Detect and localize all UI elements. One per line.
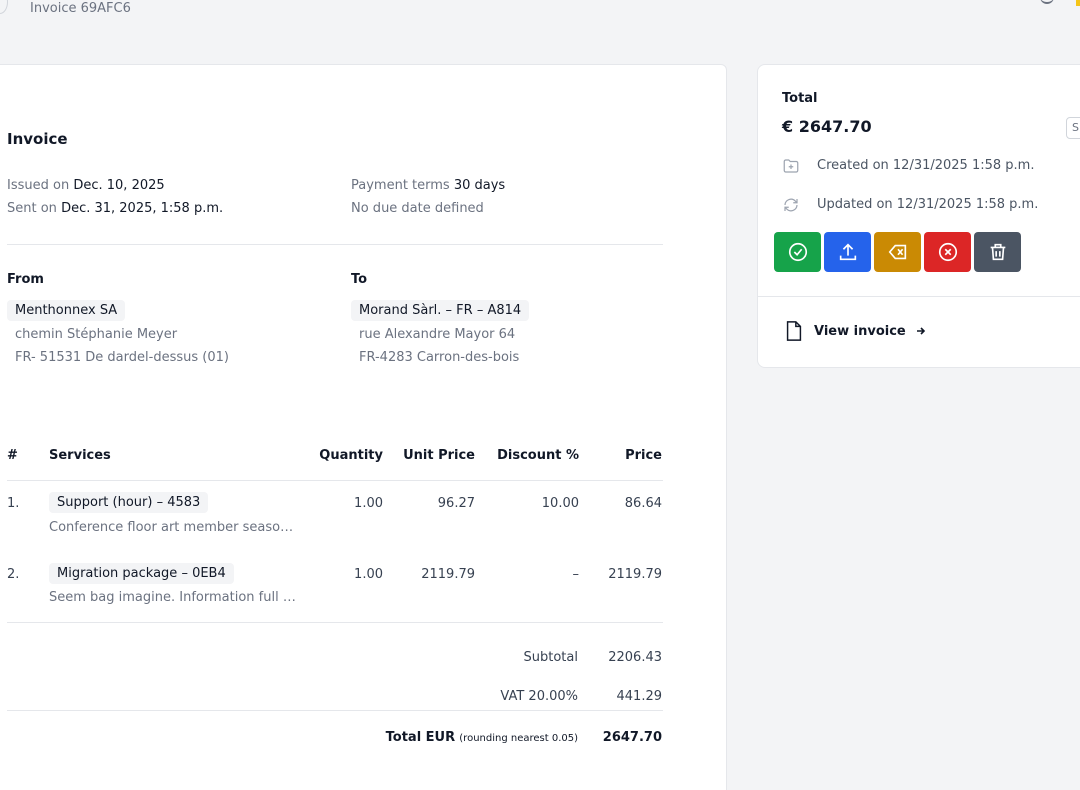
clear-button[interactable]	[874, 232, 921, 272]
folder-plus-icon	[782, 157, 800, 179]
summary-total-label: Total	[782, 91, 818, 106]
total-eur-value: 2647.70	[602, 730, 662, 745]
row-number: 2.	[7, 567, 20, 582]
summary-card	[757, 64, 1080, 368]
to-label: To	[351, 272, 368, 287]
row-number: 1.	[7, 496, 20, 511]
col-header-number: #	[7, 448, 18, 463]
upload-icon	[839, 243, 856, 261]
validate-button[interactable]	[774, 232, 821, 272]
unit-price-value: 2119.79	[421, 567, 475, 582]
trash-icon	[990, 243, 1005, 261]
issued-date: Issued on Dec. 10, 2025	[7, 178, 165, 193]
send-button[interactable]	[824, 232, 871, 272]
created-text: Created on 12/31/2025 1:58 p.m.	[817, 158, 1035, 173]
rounding-note: (rounding nearest 0.05)	[459, 733, 578, 744]
breadcrumb: Invoice 69AFC6	[30, 1, 131, 16]
discount-value: 10.00	[541, 496, 579, 511]
summary-total-value: € 2647.70	[782, 117, 872, 136]
sent-date: Sent on Dec. 31, 2025, 1:58 p.m.	[7, 201, 223, 216]
service-description: Conference floor art member season c…	[49, 520, 299, 535]
service-name[interactable]: Migration package – 0EB4	[49, 563, 234, 584]
view-invoice-label: View invoice	[814, 323, 906, 339]
from-company[interactable]: Menthonnex SA	[7, 300, 126, 321]
user-menu-icon[interactable]	[1040, 0, 1054, 4]
service-name[interactable]: Support (hour) – 4583	[49, 492, 209, 513]
quantity-value: 1.00	[354, 567, 383, 582]
issued-label: Issued on	[7, 178, 70, 193]
divider	[7, 244, 663, 245]
invoice-card	[0, 64, 727, 790]
from-address-line1: chemin Stéphanie Meyer	[15, 327, 178, 342]
unit-price-value: 96.27	[437, 496, 475, 511]
back-arc-icon[interactable]	[0, 0, 8, 14]
view-invoice-link[interactable]: View invoice	[784, 320, 926, 342]
payment-terms-label: Payment terms	[351, 178, 450, 193]
price-value: 86.64	[624, 496, 662, 511]
subtotal-label: Subtotal	[523, 650, 578, 665]
discount-value: –	[572, 567, 580, 582]
sent-label: Sent on	[7, 201, 57, 216]
top-bar: Invoice 69AFC6	[0, 0, 1080, 24]
col-header-price: Price	[625, 448, 662, 463]
price-value: 2119.79	[608, 567, 662, 582]
backspace-icon	[888, 244, 906, 260]
payment-terms-value: 30 days	[453, 178, 506, 193]
from-label: From	[7, 272, 44, 287]
notification-indicator	[1076, 0, 1080, 6]
sent-value: Dec. 31, 2025, 1:58 p.m.	[61, 201, 224, 216]
table-header-divider	[7, 480, 663, 481]
col-header-services: Services	[49, 448, 111, 463]
invoice-title: Invoice	[7, 130, 68, 148]
due-date-text: No due date defined	[351, 201, 484, 216]
to-company[interactable]: Morand Sàrl. – FR – A814	[351, 300, 530, 321]
issued-value: Dec. 10, 2025	[73, 178, 165, 193]
quantity-value: 1.00	[354, 496, 383, 511]
service-description: Seem bag imagine. Information full pr…	[49, 590, 299, 605]
to-address-line1: rue Alexandre Mayor 64	[359, 327, 516, 342]
arrow-right-icon	[916, 327, 925, 335]
check-circle-icon	[788, 242, 807, 262]
subtotal-value: 2206.43	[608, 650, 662, 665]
col-header-discount: Discount %	[497, 448, 579, 463]
delete-button[interactable]	[974, 232, 1021, 272]
from-address-line2: FR- 51531 De dardel-dessus (01)	[15, 350, 229, 365]
totals-divider	[7, 710, 663, 711]
summary-divider	[758, 296, 1080, 297]
to-address-line2: FR-4283 Carron-des-bois	[359, 350, 520, 365]
col-header-quantity: Quantity	[319, 448, 383, 463]
refresh-icon	[782, 196, 800, 218]
total-eur-label: Total EUR (rounding nearest 0.05)	[330, 730, 578, 745]
vat-label: VAT 20.00%	[500, 689, 578, 704]
table-footer-divider	[7, 622, 663, 623]
total-label: Total EUR	[385, 730, 456, 745]
updated-text: Updated on 12/31/2025 1:58 p.m.	[817, 197, 1039, 212]
cancel-button[interactable]	[924, 232, 971, 272]
payment-terms: Payment terms 30 days	[351, 178, 505, 193]
status-badge[interactable]: S	[1066, 117, 1080, 139]
x-circle-icon	[938, 242, 957, 262]
file-icon	[786, 321, 802, 341]
col-header-unit-price: Unit Price	[403, 448, 475, 463]
vat-value: 441.29	[616, 689, 663, 704]
